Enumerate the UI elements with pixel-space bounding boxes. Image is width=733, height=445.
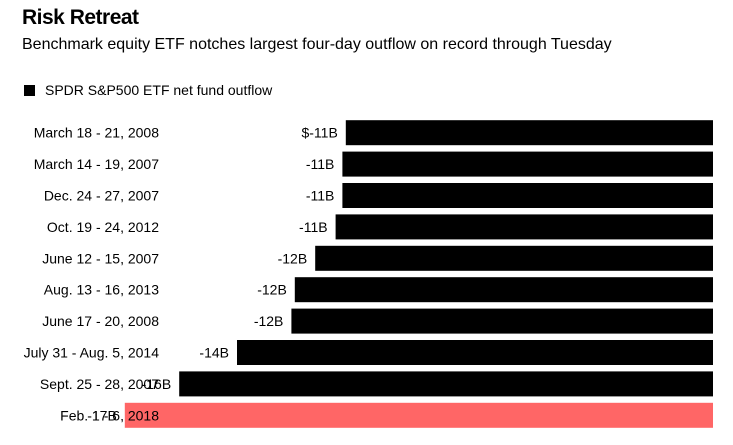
bar xyxy=(342,151,713,177)
bar xyxy=(294,277,713,303)
bar xyxy=(179,371,713,397)
data-label: -12B xyxy=(254,313,284,329)
category-label: July 31 - Aug. 5, 2014 xyxy=(24,345,160,361)
chart-title: Risk Retreat xyxy=(22,6,139,29)
data-label: $-11B xyxy=(301,125,337,141)
bar xyxy=(315,245,713,271)
bar xyxy=(342,183,713,208)
chart-subtitle: Benchmark equity ETF notches largest fou… xyxy=(22,36,612,53)
category-label: June 12 - 15, 2007 xyxy=(42,250,159,266)
legend: SPDR S&P500 ETF net fund outflow xyxy=(24,82,272,98)
data-label: -17B xyxy=(87,407,117,423)
category-label: June 17 - 20, 2008 xyxy=(42,313,159,329)
bar xyxy=(291,308,713,334)
category-label: Aug. 13 - 16, 2013 xyxy=(44,282,159,298)
data-label: -12B xyxy=(257,282,287,298)
data-label: -14B xyxy=(199,345,229,361)
category-label: March 14 - 19, 2007 xyxy=(34,156,160,172)
data-label: -16B xyxy=(142,376,172,392)
data-label: -11B xyxy=(306,188,335,204)
category-label: March 18 - 21, 2008 xyxy=(34,125,160,141)
data-label: -11B xyxy=(306,156,335,172)
data-label: -12B xyxy=(278,250,308,266)
bar xyxy=(345,120,713,146)
legend-swatch xyxy=(24,84,35,96)
category-label: Oct. 19 - 24, 2012 xyxy=(47,219,159,235)
category-label: Feb. 1 - 6, 2018 xyxy=(60,407,159,423)
bar xyxy=(335,214,713,240)
bar xyxy=(124,402,714,428)
legend-label: SPDR S&P500 ETF net fund outflow xyxy=(45,82,273,98)
data-label: -11B xyxy=(299,219,328,235)
category-label: Dec. 24 - 27, 2007 xyxy=(44,188,159,204)
category-label: Sept. 25 - 28, 2007 xyxy=(40,376,159,392)
bar xyxy=(237,340,713,365)
